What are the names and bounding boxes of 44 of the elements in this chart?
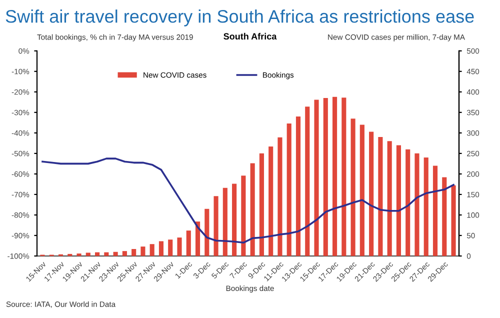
- bar: [387, 141, 392, 256]
- bar: [442, 177, 447, 256]
- bar: [451, 185, 456, 256]
- bar: [278, 137, 282, 256]
- bar: [259, 153, 264, 256]
- bar: [406, 149, 410, 256]
- bar: [350, 118, 356, 256]
- bar: [296, 116, 301, 256]
- bar: [424, 158, 428, 256]
- bar: [95, 252, 100, 256]
- line-series: [42, 158, 454, 244]
- bar: [113, 252, 118, 256]
- bar: [241, 176, 246, 256]
- bar: [214, 196, 218, 256]
- bar: [396, 145, 401, 256]
- bar: [286, 123, 292, 256]
- bar: [168, 240, 173, 256]
- bar: [195, 222, 200, 256]
- chart-title: Swift air travel recovery in South Africa as restrictions ease: [6, 10, 474, 26]
- bar: [232, 184, 237, 256]
- bar: [369, 132, 374, 256]
- bar: [104, 252, 109, 256]
- bar: [414, 153, 420, 256]
- bar: [122, 251, 127, 256]
- bar: [360, 124, 364, 256]
- bar: [323, 98, 328, 256]
- chart-subtitle: South Africa: [224, 32, 277, 40]
- bar: [268, 146, 274, 256]
- bar: [186, 230, 191, 256]
- bar: [305, 106, 310, 256]
- bar: [250, 163, 255, 256]
- bar: [332, 96, 338, 256]
- bar: [177, 238, 182, 256]
- bar: [140, 246, 146, 256]
- bar: [150, 244, 154, 256]
- bar: [132, 249, 136, 256]
- bar: [314, 100, 319, 256]
- bar: [342, 98, 346, 256]
- bar: [86, 252, 90, 256]
- bar: [378, 137, 383, 256]
- bar: [222, 188, 228, 256]
- bar: [158, 241, 164, 256]
- bar: [432, 166, 438, 256]
- bar: [204, 208, 210, 256]
